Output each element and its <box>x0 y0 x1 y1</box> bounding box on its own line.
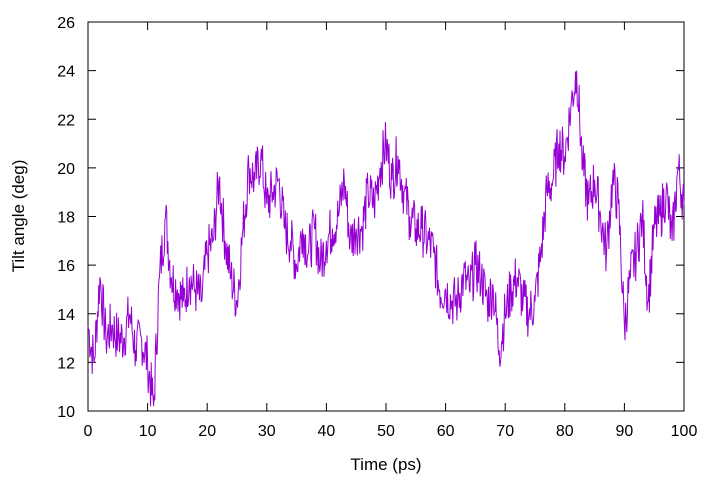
plot-area <box>87 21 685 412</box>
y-tick-label-10: 10 <box>57 404 75 421</box>
y-tick-label-18: 18 <box>57 210 75 227</box>
y-tick-label-26: 26 <box>57 15 75 32</box>
x-tick-label-10: 10 <box>139 423 157 440</box>
y-axis-title: Tilt angle (deg) <box>9 160 28 273</box>
y-tick-label-12: 12 <box>57 355 75 372</box>
x-tick-label-70: 70 <box>496 423 514 440</box>
x-tick-label-40: 40 <box>318 423 336 440</box>
y-tick-label-16: 16 <box>57 258 75 275</box>
y-tick-label-14: 14 <box>57 307 75 324</box>
x-tick-label-20: 20 <box>198 423 216 440</box>
series-line <box>87 70 685 407</box>
x-tick-label-0: 0 <box>84 423 93 440</box>
x-tick-label-30: 30 <box>258 423 276 440</box>
x-axis-title: Time (ps) <box>350 455 421 474</box>
y-tick-label-24: 24 <box>57 64 75 81</box>
x-tick-label-50: 50 <box>377 423 395 440</box>
x-axis: 0 10 20 30 40 50 60 70 80 90 100 <box>84 22 698 440</box>
x-tick-label-100: 100 <box>671 423 698 440</box>
y-tick-label-22: 22 <box>57 112 75 129</box>
x-tick-label-80: 80 <box>556 423 574 440</box>
x-tick-label-60: 60 <box>437 423 455 440</box>
y-axis: 10 12 14 16 18 20 22 24 26 <box>57 15 684 421</box>
y-tick-label-20: 20 <box>57 161 75 178</box>
x-tick-label-90: 90 <box>616 423 634 440</box>
